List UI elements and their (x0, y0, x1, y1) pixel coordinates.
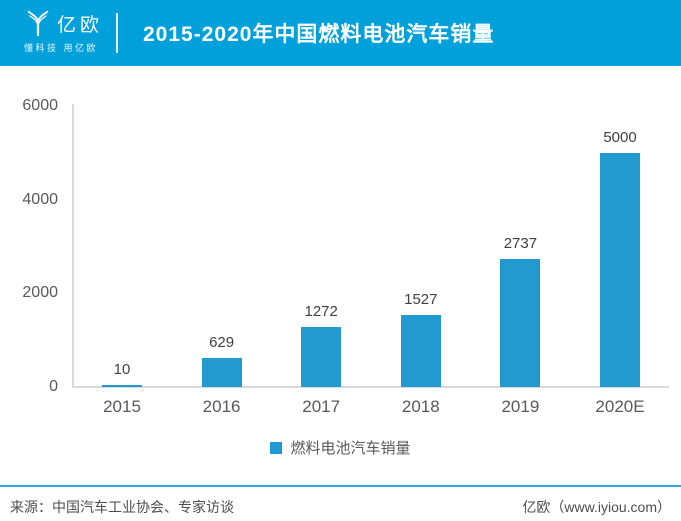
legend-swatch (270, 441, 283, 454)
bar-value-label: 2737 (503, 235, 538, 252)
x-category-label: 2019 (501, 397, 540, 416)
bar-2015 (102, 385, 142, 387)
brand-tagline: 懂科技 用亿欧 (24, 43, 99, 53)
legend: 燃料电池汽车销量 (0, 437, 681, 458)
chart-title: 2015-2020年中国燃料电池汽车销量 (143, 23, 495, 46)
bar-2018 (400, 315, 441, 387)
header-banner: 亿欧 懂科技 用亿欧 2015-2020年中国燃料电池汽车销量 (0, 0, 681, 66)
bar-value-label: 1272 (304, 303, 338, 320)
y-tick-label: 0 (49, 378, 58, 395)
x-category-label: 2018 (401, 397, 440, 416)
footer-divider (0, 485, 681, 487)
bar-2020E (600, 153, 640, 387)
x-category-label: 2016 (202, 397, 241, 416)
bar-2016 (201, 358, 242, 387)
y-tick-label: 6000 (22, 97, 58, 114)
y-tick-label: 2000 (22, 284, 58, 302)
bar-2017 (301, 327, 342, 387)
x-category-label: 2017 (302, 397, 341, 416)
legend-label: 燃料电池汽车销量 (290, 440, 411, 457)
brand-logo: 亿欧 懂科技 用亿欧 (24, 9, 112, 59)
bar-value-label: 5000 (603, 129, 637, 146)
brand-name: 亿欧 (57, 14, 104, 36)
bar-2019 (500, 259, 541, 387)
iyiou-tree-icon (27, 10, 49, 37)
x-category-label: 2020E (595, 397, 645, 416)
y-tick-label: 4000 (22, 190, 58, 208)
x-axis-line (72, 386, 669, 388)
y-axis-line (72, 104, 74, 388)
header-divider (116, 13, 118, 53)
bar-value-label: 1527 (404, 291, 438, 308)
source-note: 来源：中国汽车工业协会、专家访谈 (10, 499, 234, 515)
footer-brand: 亿欧（www.iyiou.com） (522, 499, 671, 515)
bar-value-label: 10 (113, 361, 131, 378)
x-category-label: 2015 (103, 397, 141, 416)
bar-value-label: 629 (209, 334, 235, 351)
